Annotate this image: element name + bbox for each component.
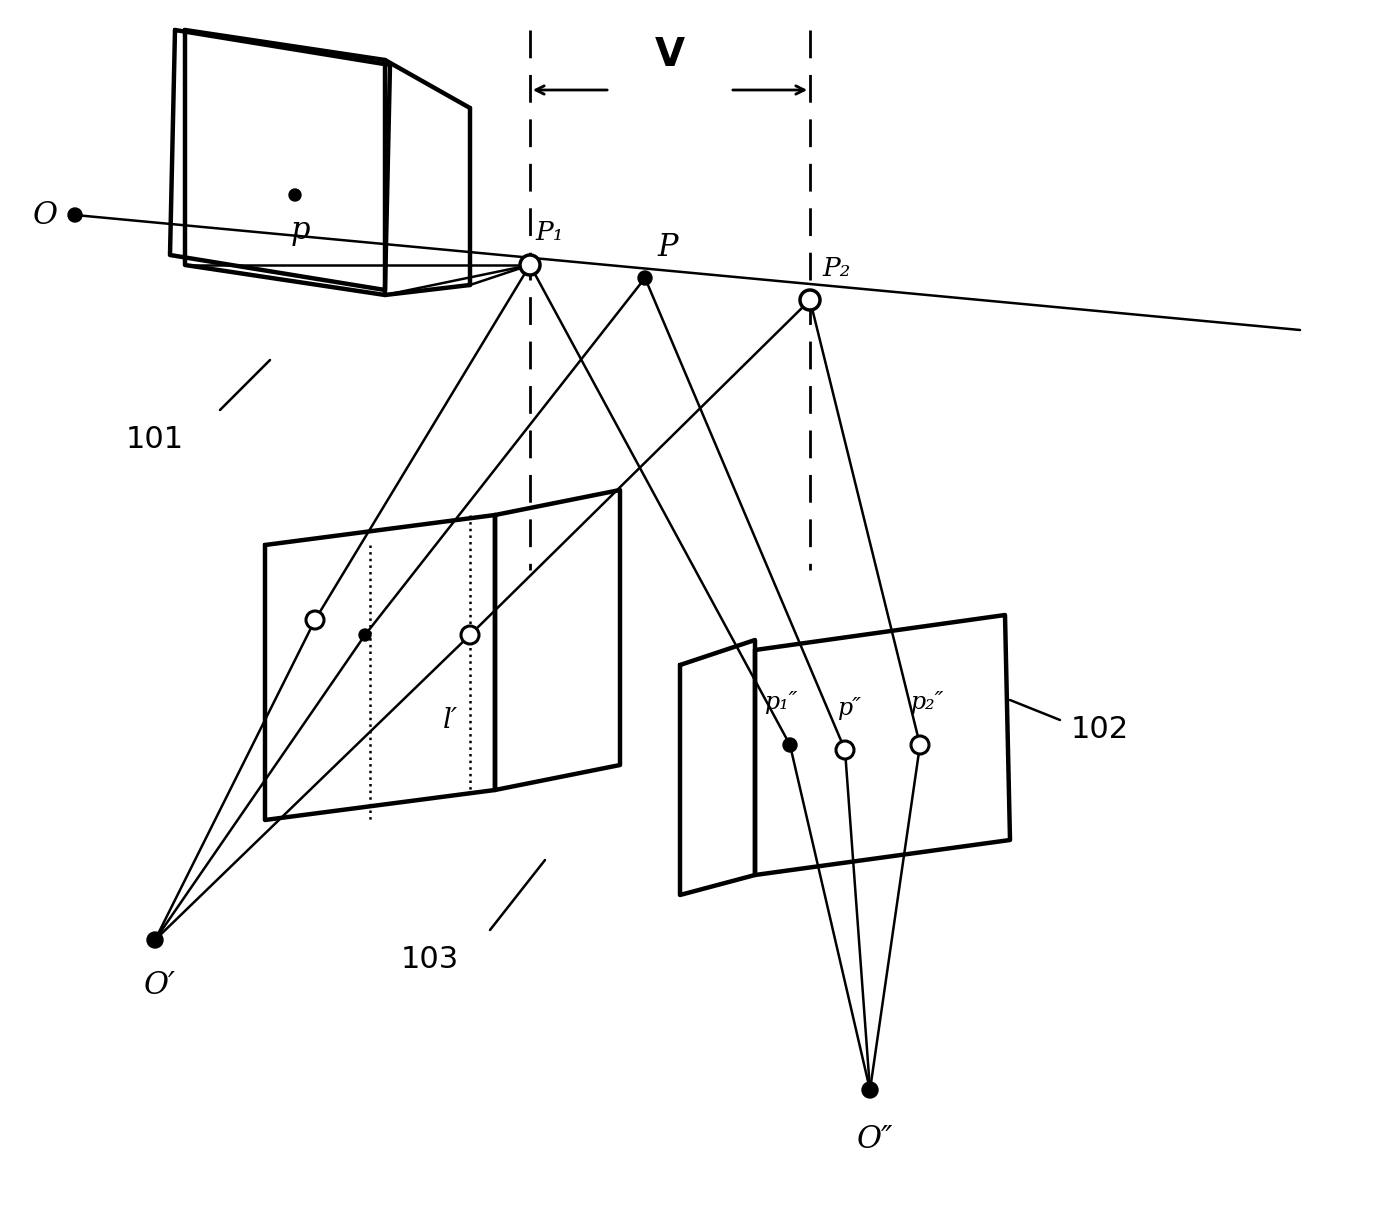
Circle shape <box>460 626 479 645</box>
Text: 101: 101 <box>127 426 184 455</box>
Text: P: P <box>657 233 677 263</box>
Text: l′: l′ <box>442 706 458 734</box>
Text: 102: 102 <box>1071 716 1129 745</box>
Text: p₂″: p₂″ <box>911 692 944 715</box>
Text: p: p <box>291 215 310 245</box>
Circle shape <box>289 189 300 202</box>
Circle shape <box>306 611 324 629</box>
Circle shape <box>911 736 929 754</box>
Circle shape <box>800 290 821 310</box>
Text: O: O <box>32 199 57 231</box>
Circle shape <box>862 1081 878 1098</box>
Text: 103: 103 <box>401 945 459 974</box>
Text: O′: O′ <box>145 969 175 1001</box>
Circle shape <box>147 932 163 947</box>
Text: V: V <box>655 36 684 74</box>
Text: O″: O″ <box>857 1125 893 1155</box>
Text: P₁: P₁ <box>536 221 563 245</box>
Text: p₁″: p₁″ <box>765 692 798 715</box>
Circle shape <box>783 737 797 752</box>
Text: P₂: P₂ <box>822 256 850 280</box>
Circle shape <box>836 741 854 759</box>
Circle shape <box>520 255 540 275</box>
Circle shape <box>68 208 82 222</box>
Circle shape <box>638 272 652 285</box>
Circle shape <box>359 629 371 641</box>
Text: p″: p″ <box>837 696 862 719</box>
